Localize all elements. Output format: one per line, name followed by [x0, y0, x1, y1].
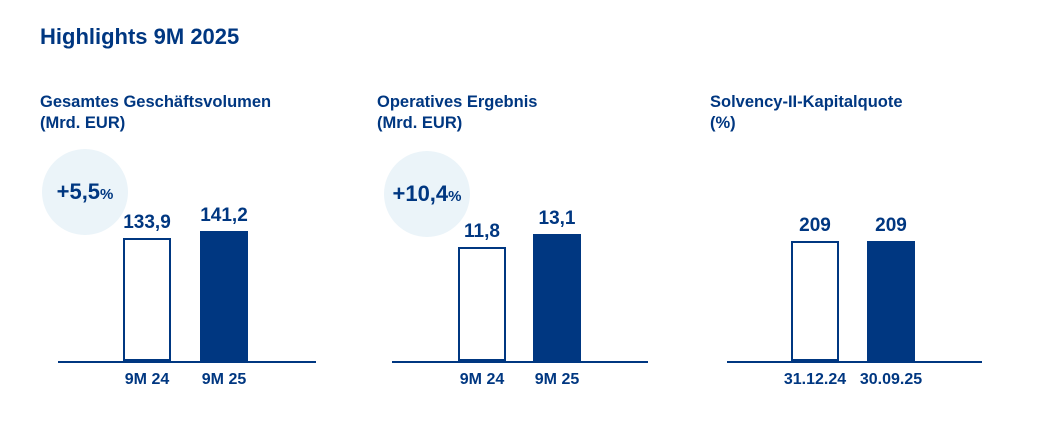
page-title: Highlights 9M 2025: [40, 24, 240, 49]
x-axis-tick-label: 9M 25: [534, 371, 580, 388]
delta-value: +10,4: [392, 181, 449, 206]
x-axis-tick-label: 9M 24: [459, 371, 505, 388]
chart-title-solvency-kapitalquote: Solvency-II-Kapitalquote (%): [710, 92, 903, 134]
bar-9m24: [123, 238, 171, 361]
chart-title-unit: (%): [710, 114, 736, 132]
bar-value-label: 209: [799, 215, 831, 236]
delta-value: +5,5: [56, 179, 101, 204]
bar-value-label: 141,2: [200, 205, 248, 226]
chart-title-line1: Solvency-II-Kapitalquote: [710, 93, 903, 111]
bar-9m25: [200, 231, 248, 361]
bar-chart-gesamtes-geschaeftsvolumen: +5,5% 133,9 141,2 9M 24 9M 25: [42, 140, 316, 388]
bar-chart-solvency-kapitalquote: 209 209 31.12.24 30.09.25: [727, 140, 982, 388]
bar-9m24: [458, 247, 506, 361]
bar-value-label: 13,1: [538, 208, 576, 229]
bar-value-label: 133,9: [123, 212, 171, 233]
chart-title-line1: Operatives Ergebnis: [377, 93, 538, 111]
bar-value-label: 209: [875, 215, 907, 236]
x-axis-tick-label: 31.12.24: [783, 371, 847, 388]
x-axis-tick-label: 30.09.25: [859, 371, 923, 388]
bar-31-12-24: [791, 241, 839, 361]
percent-sign: %: [100, 186, 114, 203]
chart-title-line1: Gesamtes Geschäftsvolumen: [40, 93, 272, 111]
bar-chart-operatives-ergebnis: +10,4% 11,8 13,1 9M 24 9M 25: [384, 140, 648, 388]
percent-sign: %: [448, 188, 462, 205]
bar-9m25: [533, 234, 581, 361]
bar-value-label: 11,8: [464, 221, 500, 242]
x-axis-tick-label: 9M 24: [124, 371, 170, 388]
chart-title-unit: (Mrd. EUR): [40, 114, 126, 132]
chart-title-unit: (Mrd. EUR): [377, 114, 463, 132]
x-axis-tick-label: 9M 25: [201, 371, 247, 388]
chart-title-gesamtes-geschaeftsvolumen: Gesamtes Geschäftsvolumen (Mrd. EUR): [40, 92, 271, 134]
chart-title-operatives-ergebnis: Operatives Ergebnis (Mrd. EUR): [377, 92, 537, 134]
delta-badge: +10,4%: [384, 151, 470, 237]
bar-30-09-25: [867, 241, 915, 361]
delta-badge: +5,5%: [42, 149, 128, 235]
